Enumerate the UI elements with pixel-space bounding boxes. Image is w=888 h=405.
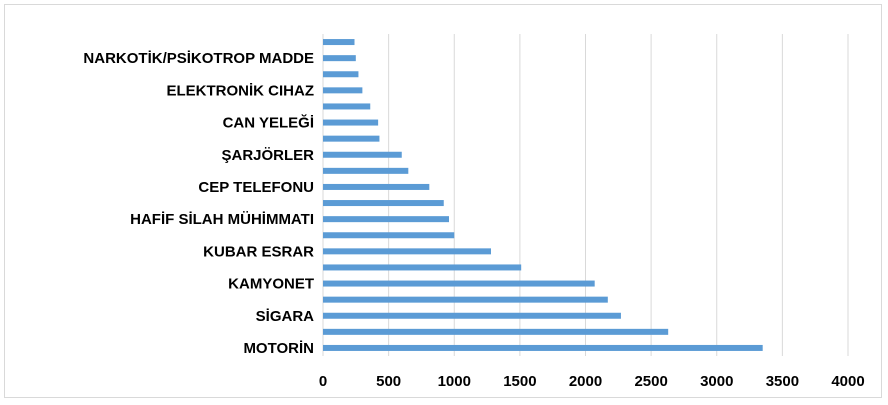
x-tick-label: 4000 [831, 373, 864, 390]
x-tick-label: 500 [376, 373, 401, 390]
category-label: SİGARA [256, 308, 315, 325]
bar [323, 167, 409, 174]
bar [323, 119, 379, 126]
category-label: KAMYONET [228, 276, 314, 293]
category-label: HAFİF SİLAH MÜHİMMATI [130, 211, 314, 228]
bar [323, 312, 621, 319]
x-tick-label: 2000 [569, 373, 602, 390]
x-tick-label: 1500 [503, 373, 536, 390]
bar [323, 135, 380, 142]
bar [323, 39, 355, 46]
bar [323, 200, 444, 207]
bar [323, 248, 491, 255]
bar [323, 216, 449, 223]
x-tick-label: 3000 [700, 373, 733, 390]
bar [323, 264, 522, 271]
x-tick-labels: 0 500 1000 1500 2000 2500 3000 3500 4000 [319, 373, 865, 390]
bar [323, 296, 608, 303]
bar [323, 232, 455, 239]
bar [323, 183, 430, 190]
bar [323, 103, 371, 110]
gridlines [322, 34, 849, 356]
bar [323, 344, 763, 351]
x-tick-label: 0 [319, 373, 327, 390]
x-tick-label: 1000 [438, 373, 471, 390]
x-tick-label: 2500 [634, 373, 667, 390]
category-label: ŞARJÖRLER [221, 147, 314, 164]
x-tick-label: 3500 [766, 373, 799, 390]
bar [323, 87, 363, 94]
category-label: CAN YELEĞİ [223, 114, 314, 132]
bar [323, 151, 402, 158]
bar [323, 328, 669, 335]
category-label: CEP TELEFONU [198, 179, 314, 196]
category-label: NARKOTİK/PSİKOTROP MADDE [83, 50, 314, 67]
bar [323, 55, 356, 62]
bar [323, 71, 359, 78]
category-labels: MOTORİN SİGARA KAMYONET KUBAR ESRAR HAFİF Sİ… [83, 50, 314, 357]
category-label: KUBAR ESRAR [203, 243, 314, 260]
category-label: ELEKTRONİK CIHAZ [167, 82, 315, 99]
bars [323, 39, 763, 351]
category-label: MOTORİN [243, 340, 314, 357]
bar [323, 280, 595, 287]
